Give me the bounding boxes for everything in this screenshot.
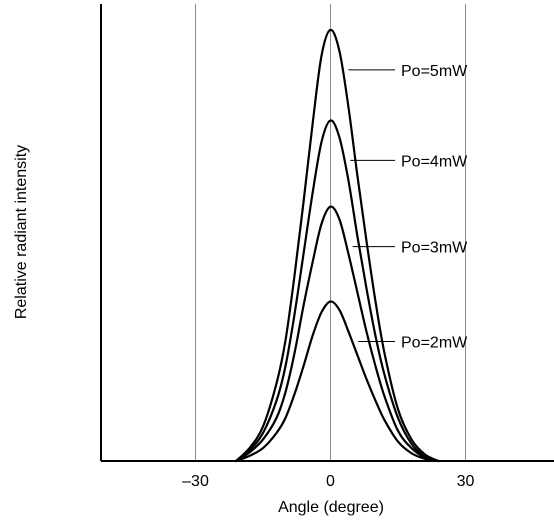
- series-label: Po=4mW: [401, 153, 468, 170]
- tick-labels-layer: –30 0 30: [182, 473, 474, 490]
- series-line: [234, 205, 440, 463]
- x-axis-title: Angle (degree): [278, 499, 384, 516]
- x-tick-label: –30: [182, 473, 209, 490]
- series-label: Po=3mW: [401, 240, 468, 257]
- x-tick-label: 30: [457, 473, 475, 490]
- series-label: Po=5mW: [401, 63, 468, 80]
- series-line: [234, 119, 440, 463]
- series-line: [234, 300, 440, 463]
- series-line: [234, 28, 440, 463]
- labels-layer: Po=5mW Po=4mW Po=3mW Po=2mW: [348, 63, 468, 351]
- axes-layer: [100, 4, 554, 462]
- y-axis-title: Relative radiant intensity: [13, 145, 30, 319]
- x-tick-label: 0: [326, 473, 335, 490]
- series-label: Po=2mW: [401, 334, 468, 351]
- grid-layer: [195, 4, 466, 461]
- series-layer: [234, 28, 440, 463]
